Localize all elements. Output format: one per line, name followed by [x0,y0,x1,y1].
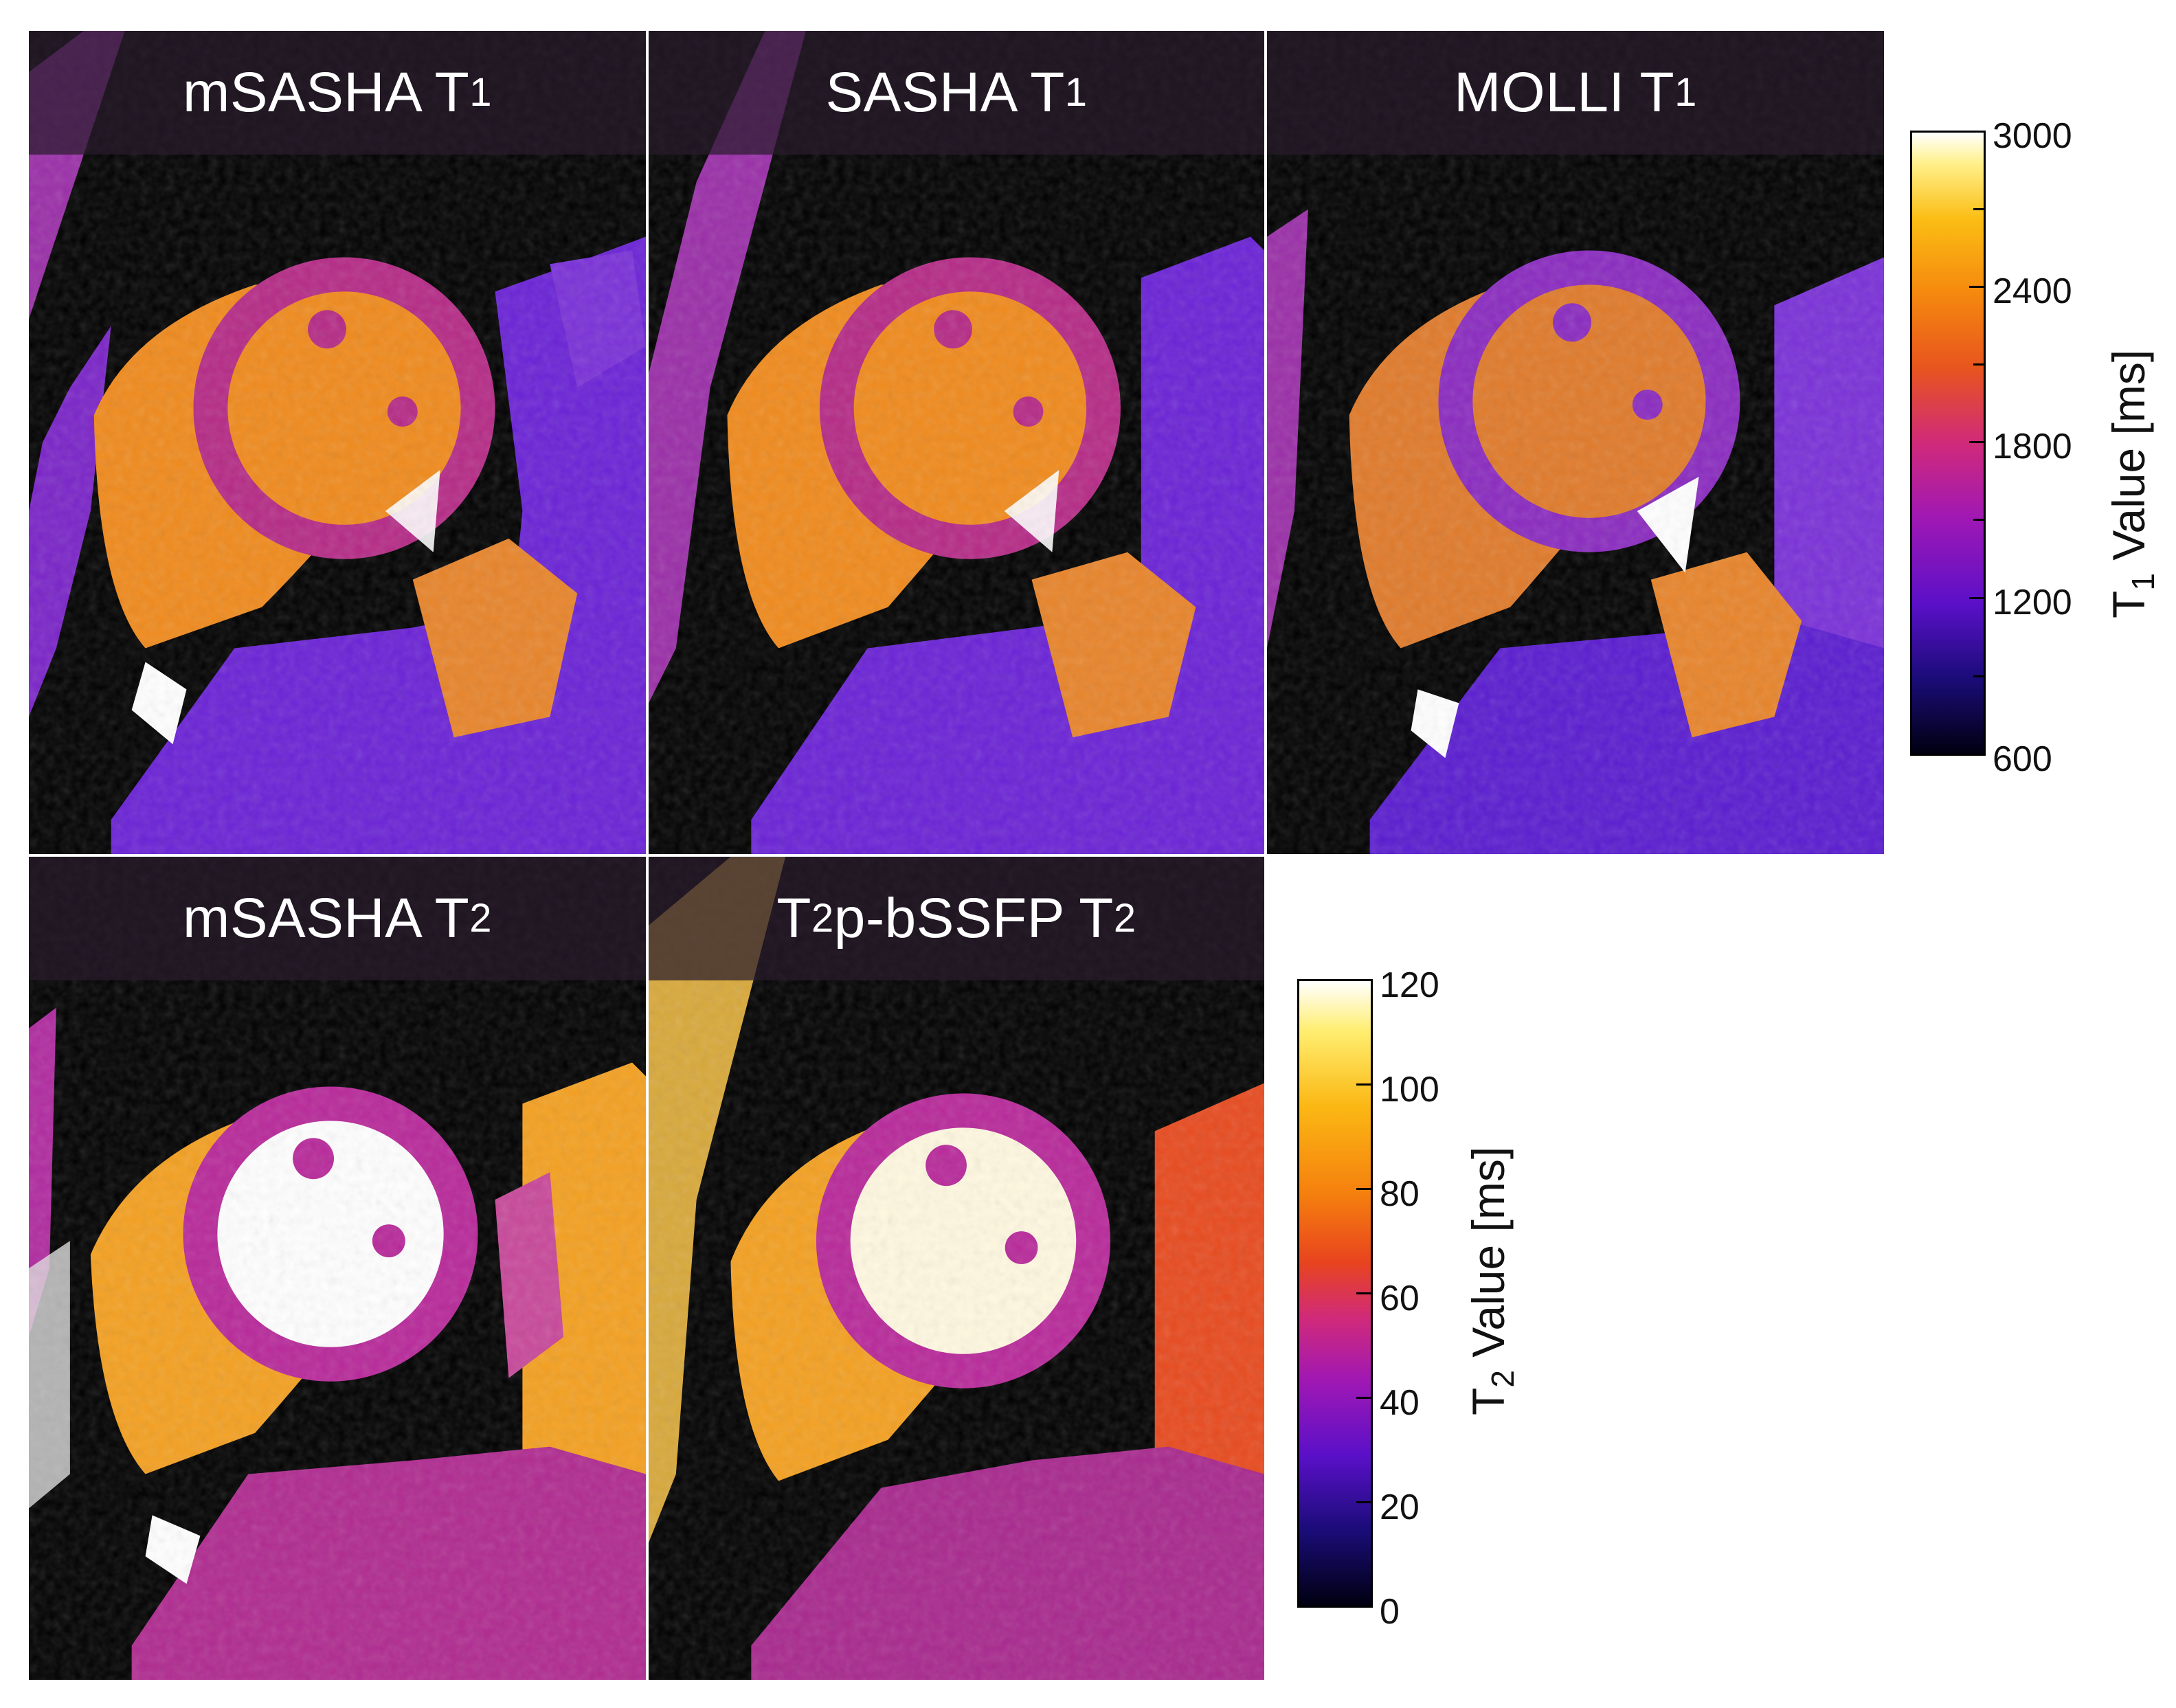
cardiac-t2-image [29,857,646,1680]
cardiac-t2-image [649,857,1264,1680]
t1-tick-2400: 2400 [1993,271,2072,311]
t1-tick-3000: 3000 [1993,116,2072,156]
cardiac-t1-image [29,31,646,854]
t1-tick-1200: 1200 [1993,583,2072,622]
cardiac-t1-image [1267,31,1884,854]
t2-tick-60: 60 [1380,1279,1420,1318]
t1-colorbar-title: T1 Value [ms] [2103,349,2161,618]
t2-tick-80: 80 [1380,1174,1420,1214]
t2-colorbar-title: T2 Value [ms] [1463,1146,1521,1415]
t2-tick-20: 20 [1380,1487,1420,1527]
t1-tick-600: 600 [1993,739,2052,779]
cardiac-t1-image [649,31,1264,854]
t2-tick-100: 100 [1380,1070,1439,1110]
t1-colorbar [1910,131,1986,756]
t2-tick-0: 0 [1380,1592,1400,1632]
t1-tick-1800: 1800 [1993,427,2072,467]
t2-tick-120: 120 [1380,965,1439,1005]
t2-tick-40: 40 [1380,1383,1420,1423]
